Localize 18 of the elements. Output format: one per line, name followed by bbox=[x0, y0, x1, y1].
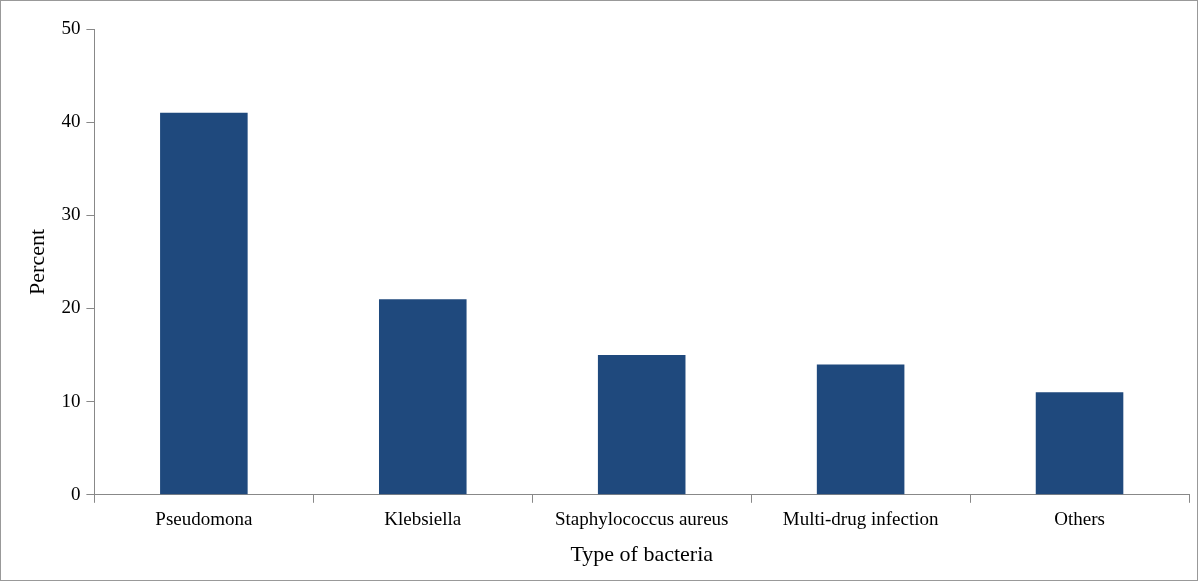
x-tick-label: Staphylococcus aureus bbox=[554, 508, 729, 530]
y-tick-label: 20 bbox=[61, 296, 81, 318]
bar bbox=[597, 355, 686, 495]
y-tick-label: 10 bbox=[61, 389, 81, 411]
bar bbox=[160, 112, 248, 495]
x-tick-label: Klebsiella bbox=[384, 508, 462, 530]
x-axis-title: Type of bacteria bbox=[570, 540, 714, 566]
y-tick-label: 50 bbox=[61, 16, 81, 38]
x-tick-label: Multi-drug infection bbox=[782, 508, 939, 530]
y-tick-label: 30 bbox=[61, 203, 81, 225]
y-axis-title: Percent bbox=[23, 228, 49, 295]
bar bbox=[1035, 392, 1124, 495]
x-tick-label: Others bbox=[1054, 508, 1105, 530]
bar bbox=[379, 299, 467, 495]
y-tick-label: 40 bbox=[61, 110, 81, 132]
bar bbox=[816, 364, 905, 495]
y-tick-label: 0 bbox=[70, 482, 81, 504]
x-tick-label: Pseudomona bbox=[155, 508, 253, 530]
